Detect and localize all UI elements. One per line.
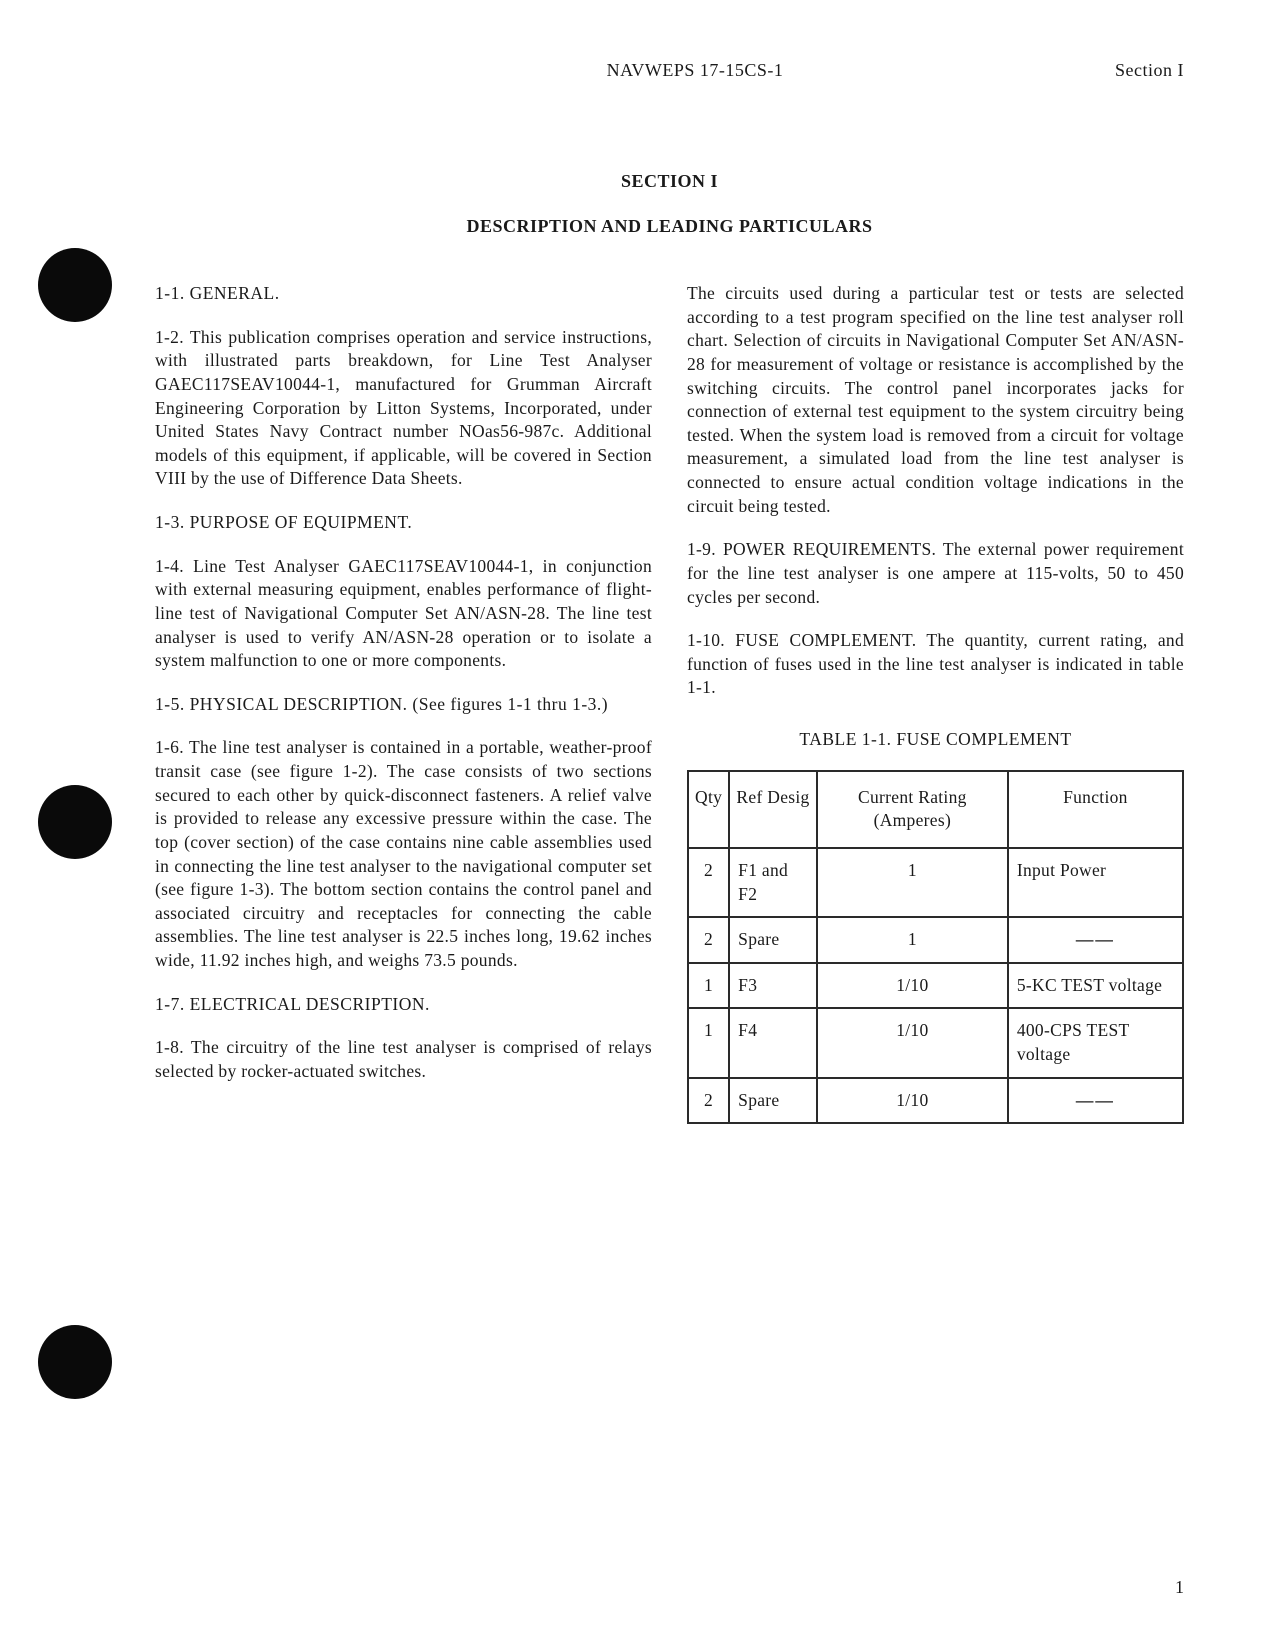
page-header: NAVWEPS 17-15CS-1 Section I	[155, 60, 1184, 81]
table-cell: 2	[688, 1078, 729, 1124]
th-ref: Ref Desig	[729, 771, 817, 848]
table-cell: 1	[688, 963, 729, 1009]
right-column: The circuits used during a particular te…	[687, 282, 1184, 1124]
table-cell: Spare	[729, 1078, 817, 1124]
doc-id: NAVWEPS 17-15CS-1	[275, 60, 1115, 81]
body-columns: 1-1. GENERAL. 1-2. This publication comp…	[155, 282, 1184, 1124]
section-label: Section I	[1115, 60, 1184, 81]
table-cell: ——	[1008, 1078, 1183, 1124]
table-header-row: Qty Ref Desig Current Rating (Amperes) F…	[688, 771, 1183, 848]
th-function: Function	[1008, 771, 1183, 848]
table-row: 2F1 and F21Input Power	[688, 848, 1183, 917]
binder-hole	[38, 785, 112, 859]
heading-1-3: 1-3. PURPOSE OF EQUIPMENT.	[155, 511, 652, 535]
table-cell: F3	[729, 963, 817, 1009]
left-column: 1-1. GENERAL. 1-2. This publication comp…	[155, 282, 652, 1124]
heading-1-7: 1-7. ELECTRICAL DESCRIPTION.	[155, 993, 652, 1017]
table-cell: Spare	[729, 917, 817, 963]
table-cell: 1	[817, 917, 1008, 963]
binder-hole	[38, 1325, 112, 1399]
table-cell: F1 and F2	[729, 848, 817, 917]
table-row: 1F31/105-KC TEST voltage	[688, 963, 1183, 1009]
table-cell: F4	[729, 1008, 817, 1077]
binder-hole	[38, 248, 112, 322]
para-1-6: 1-6. The line test analyser is contained…	[155, 736, 652, 972]
th-qty: Qty	[688, 771, 729, 848]
table-cell: ——	[1008, 917, 1183, 963]
th-rating: Current Rating (Amperes)	[817, 771, 1008, 848]
para-1-4: 1-4. Line Test Analyser GAEC117SEAV10044…	[155, 555, 652, 673]
section-subtitle: DESCRIPTION AND LEADING PARTICULARS	[155, 216, 1184, 237]
table-row: 2Spare1/10——	[688, 1078, 1183, 1124]
heading-1-5: 1-5. PHYSICAL DESCRIPTION. (See figures …	[155, 693, 652, 717]
section-title: SECTION I	[155, 171, 1184, 192]
para-1-2: 1-2. This publication comprises operatio…	[155, 326, 652, 491]
table-cell: Input Power	[1008, 848, 1183, 917]
table-cell: 2	[688, 917, 729, 963]
table-cell: 1/10	[817, 1078, 1008, 1124]
para-1-8-cont: The circuits used during a particular te…	[687, 282, 1184, 518]
table-cell: 1	[817, 848, 1008, 917]
para-1-8: 1-8. The circuitry of the line test anal…	[155, 1036, 652, 1083]
table-cell: 1/10	[817, 1008, 1008, 1077]
table-cell: 5-KC TEST voltage	[1008, 963, 1183, 1009]
fuse-complement-table: Qty Ref Desig Current Rating (Amperes) F…	[687, 770, 1184, 1125]
page-number: 1	[1175, 1577, 1184, 1598]
table-cell: 2	[688, 848, 729, 917]
table-cell: 1	[688, 1008, 729, 1077]
table-row: 1F41/10400-CPS TEST voltage	[688, 1008, 1183, 1077]
table-caption: TABLE 1-1. FUSE COMPLEMENT	[687, 728, 1184, 752]
para-1-10: 1-10. FUSE COMPLEMENT. The quantity, cur…	[687, 629, 1184, 700]
table-cell: 1/10	[817, 963, 1008, 1009]
para-1-9: 1-9. POWER REQUIREMENTS. The external po…	[687, 538, 1184, 609]
table-cell: 400-CPS TEST voltage	[1008, 1008, 1183, 1077]
table-row: 2Spare1——	[688, 917, 1183, 963]
heading-1-1: 1-1. GENERAL.	[155, 282, 652, 306]
